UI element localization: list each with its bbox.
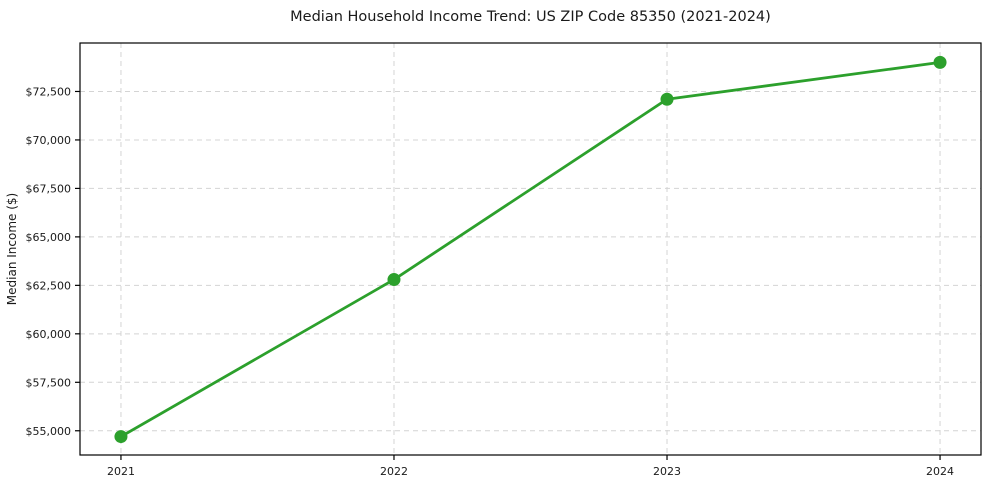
y-tick-label: $55,000 bbox=[26, 425, 72, 438]
y-tick-label: $70,000 bbox=[26, 134, 72, 147]
plot-border bbox=[79, 42, 982, 456]
y-tick-label: $65,000 bbox=[26, 231, 72, 244]
y-axis-ticks: $55,000 $57,500 $60,000 $62,500 $65,000 $67,5… bbox=[26, 85, 80, 438]
x-tick-label: 2021 bbox=[107, 465, 135, 478]
x-axis-ticks: 2021 2022 2023 2024 bbox=[107, 455, 954, 478]
y-axis-label: Median Income ($) bbox=[5, 193, 19, 305]
data-point bbox=[660, 92, 674, 106]
chart-title: Median Household Income Trend: US ZIP Co… bbox=[290, 9, 771, 25]
x-tick-label: 2022 bbox=[380, 465, 408, 478]
y-tick-label: $72,500 bbox=[26, 85, 72, 98]
x-tick-label: 2023 bbox=[653, 465, 681, 478]
x-tick-label: 2024 bbox=[926, 465, 954, 478]
data-point bbox=[387, 273, 401, 287]
y-tick-label: $60,000 bbox=[26, 328, 72, 341]
data-point bbox=[114, 430, 128, 444]
y-tick-label: $67,500 bbox=[26, 182, 72, 195]
trend-line bbox=[119, 60, 942, 438]
line-series bbox=[114, 55, 947, 444]
y-tick-label: $57,500 bbox=[26, 376, 72, 389]
grid-lines bbox=[80, 43, 981, 455]
data-point bbox=[933, 55, 947, 69]
y-tick-label: $62,500 bbox=[26, 279, 72, 292]
